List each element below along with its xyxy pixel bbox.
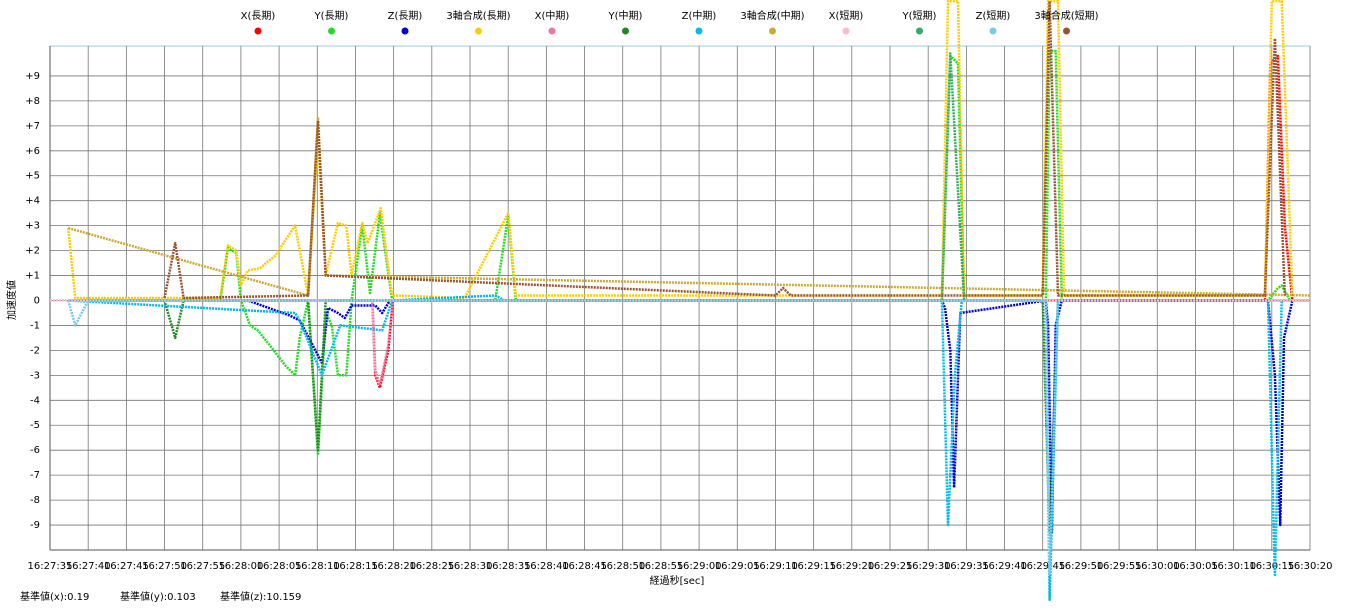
x-tick-label: 16:28:10 — [295, 561, 340, 572]
legend-label: Z(中期) — [682, 9, 717, 22]
y-tick-label: +5 — [25, 171, 40, 182]
series-line — [163, 0, 1287, 300]
plot-area — [50, 46, 1310, 550]
x-tick-label: 16:28:40 — [524, 561, 569, 572]
series-line — [67, 299, 1060, 577]
legend-label: X(短期) — [829, 9, 864, 22]
x-tick-label: 16:29:05 — [715, 561, 760, 572]
y-tick-label: +1 — [25, 271, 40, 282]
x-tick-label: 16:30:10 — [1211, 561, 1256, 572]
x-tick-label: 16:29:15 — [791, 561, 836, 572]
legend-marker — [695, 27, 703, 35]
y-tick-label: +2 — [25, 246, 40, 257]
x-tick-label: 16:27:55 — [180, 561, 225, 572]
y-tick-label: -2 — [30, 345, 40, 356]
footer-text: 基準値(x):0.19 — [20, 590, 89, 603]
x-tick-label: 16:27:35 — [28, 561, 73, 572]
y-tick-label: -1 — [30, 320, 40, 331]
x-axis-label: 経過秒[sec] — [650, 574, 705, 587]
x-tick-label: 16:27:40 — [66, 561, 111, 572]
x-tick-label: 16:30:20 — [1288, 561, 1333, 572]
legend-label: X(中期) — [535, 9, 570, 22]
x-tick-label: 16:28:25 — [409, 561, 454, 572]
legend-marker — [916, 27, 923, 35]
series-line — [67, 117, 1311, 297]
x-tick-label: 16:29:35 — [944, 561, 989, 572]
x-tick-label: 16:29:40 — [982, 561, 1027, 572]
legend-marker — [254, 27, 262, 35]
x-tick-label: 16:29:30 — [906, 561, 951, 572]
x-tick-label: 16:28:30 — [448, 561, 493, 572]
x-tick-label: 16:29:25 — [868, 561, 913, 572]
footer-text: 基準値(y):0.103 — [120, 590, 196, 603]
series-line — [940, 52, 966, 301]
x-tick-label: 16:29:00 — [677, 561, 722, 572]
y-tick-label: +9 — [25, 71, 40, 82]
x-tick-label: 16:29:10 — [753, 561, 798, 572]
legend-label: Z(長期) — [388, 10, 423, 22]
legend-marker — [1063, 27, 1070, 35]
y-tick-label: -4 — [30, 395, 40, 406]
y-tick-label: +6 — [25, 146, 40, 157]
x-tick-label: 16:28:20 — [371, 561, 416, 572]
legend-label: 3軸合成(中期) — [740, 9, 804, 22]
legend-label: X(長期) — [241, 10, 276, 22]
x-tick-label: 16:28:00 — [218, 561, 263, 572]
y-tick-label: +3 — [25, 221, 40, 232]
x-tick-label: 16:30:00 — [1135, 561, 1180, 572]
legend-marker — [548, 27, 556, 35]
y-tick-label: -6 — [30, 445, 40, 456]
x-tick-label: 16:29:50 — [1058, 561, 1103, 572]
legend-marker — [989, 27, 997, 35]
y-tick-label: +8 — [25, 96, 40, 107]
legend-marker — [328, 27, 335, 35]
legend-marker — [842, 27, 850, 35]
y-tick-label: -9 — [30, 520, 40, 531]
series-line — [67, 0, 1294, 300]
y-tick-label: -3 — [30, 370, 40, 381]
x-tick-label: 16:28:05 — [257, 561, 302, 572]
x-tick-label: 16:28:15 — [333, 561, 378, 572]
y-tick-label: -7 — [30, 470, 40, 481]
y-tick-label: -8 — [30, 495, 40, 506]
x-tick-label: 16:30:15 — [1249, 561, 1294, 572]
x-tick-label: 16:27:50 — [142, 561, 187, 572]
x-tick-label: 16:30:05 — [1173, 561, 1218, 572]
legend-label: 3軸合成(短期) — [1034, 9, 1098, 22]
legend-label: Y(短期) — [902, 9, 937, 22]
x-tick-label: 16:27:45 — [104, 561, 149, 572]
x-tick-label: 16:29:20 — [829, 561, 874, 572]
y-tick-label: +7 — [25, 121, 40, 132]
legend-marker — [769, 27, 776, 35]
legend-label: 3軸合成(長期) — [446, 9, 510, 22]
x-tick-label: 16:28:50 — [600, 561, 645, 572]
x-tick-label: 16:28:45 — [562, 561, 607, 572]
legend-marker — [475, 27, 482, 35]
x-tick-label: 16:29:55 — [1097, 561, 1142, 572]
legend-label: Y(長期) — [314, 10, 349, 22]
y-axis-label: 加速度値 — [5, 280, 18, 320]
footer-text: 基準値(z):10.159 — [220, 590, 301, 603]
y-tick-label: -5 — [30, 420, 40, 431]
x-tick-label: 16:28:35 — [486, 561, 531, 572]
x-tick-label: 16:28:55 — [638, 561, 683, 572]
y-tick-label: +4 — [25, 196, 40, 207]
y-tick-label: 0 — [34, 295, 40, 306]
legend-marker — [622, 27, 629, 35]
legend-label: Z(短期) — [976, 9, 1011, 22]
x-tick-label: 16:29:45 — [1020, 561, 1065, 572]
legend-label: Y(中期) — [608, 9, 643, 22]
legend-marker — [401, 27, 409, 35]
